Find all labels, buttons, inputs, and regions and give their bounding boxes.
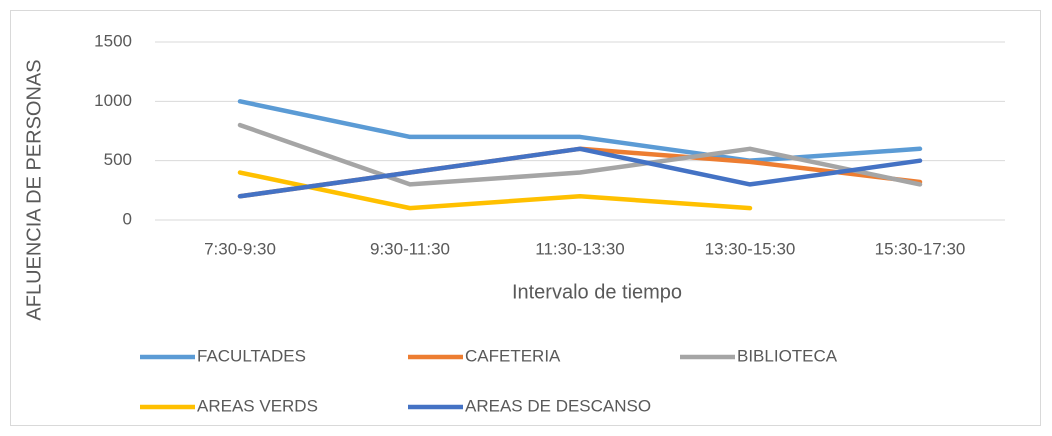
x-tick-label: 13:30-15:30	[705, 239, 796, 258]
x-axis-title: Intervalo de tiempo	[512, 281, 682, 303]
y-tick-label: 0	[123, 209, 132, 228]
x-tick-label: 7:30-9:30	[204, 239, 276, 258]
y-axis-title: AFLUENCIA DE PERSONAS	[23, 59, 45, 320]
legend-label: FACULTADES	[197, 346, 306, 365]
legend-label: AREAS VERDS	[197, 396, 318, 415]
legend-label: BIBLIOTECA	[737, 346, 838, 365]
series-line	[237, 99, 923, 163]
y-tick-label: 1000	[94, 91, 132, 110]
x-tick-label: 15:30-17:30	[875, 239, 966, 258]
x-tick-label: 9:30-11:30	[370, 239, 450, 258]
legend-label: CAFETERIA	[465, 346, 561, 365]
y-tick-label: 500	[104, 150, 132, 169]
series-line	[237, 170, 753, 211]
x-tick-label: 11:30-13:30	[535, 239, 624, 258]
series-line	[237, 122, 923, 187]
series-line	[237, 146, 923, 199]
legend-label: AREAS DE DESCANSO	[465, 396, 651, 415]
y-tick-label: 1500	[94, 31, 132, 50]
